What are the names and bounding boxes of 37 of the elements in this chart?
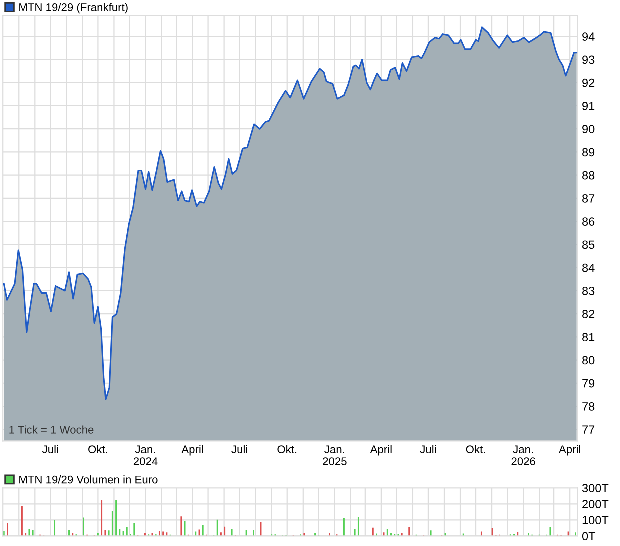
annotation: 1 Tick = 1 Woche [10,426,94,434]
y-tick-label: 85 [582,240,595,250]
x-tick-label: April [182,445,204,456]
x-tick-label: Juli [420,445,436,454]
y-tick-label: 79 [582,379,595,388]
y-tick-label: 94 [582,32,595,42]
x-tick-label: Jan. 2026 [512,446,536,466]
y-tick-label: 77 [582,426,595,434]
y-tick-label: 91 [582,102,595,110]
x-tick-label: April [370,445,392,456]
x-tick-label: Okt. [88,445,108,454]
y-tick-label: 88 [582,171,595,180]
x-tick-label: Okt. [278,445,297,454]
y-tick-label: 90 [582,125,595,134]
y-tick-label: 92 [582,78,595,88]
x-tick-label: Juli [42,445,58,454]
y-tick-label: 89 [582,148,595,157]
y-tick-label: 87 [582,194,595,203]
legend-label: MTN 19/29 Volumen in Euro [20,476,158,484]
y-tick-label: 86 [582,218,595,226]
x-tick-label: Juli [232,445,248,454]
y-tick-label: 81 [582,333,595,342]
y-tick-label: 82 [582,310,595,318]
x-tick-label: Okt. [466,445,486,454]
y-tick-label: 83 [582,286,595,296]
legend-label: MTN 19/29 (Frankfurt) [20,3,128,14]
x-tick-label: Jan. 2025 [323,446,347,466]
y-tick-label: 200T [582,500,609,509]
y-tick-label: 78 [582,402,595,411]
y-tick-label: 80 [582,356,595,365]
x-tick-label: Jan. 2024 [134,446,158,466]
y-tick-label: 93 [582,56,595,64]
x-tick-label: April [558,445,580,456]
y-tick-label: 0T [582,532,596,541]
y-tick-label: 100T [582,516,609,525]
y-tick-label: 84 [582,264,595,272]
y-tick-label: 300T [582,484,609,493]
